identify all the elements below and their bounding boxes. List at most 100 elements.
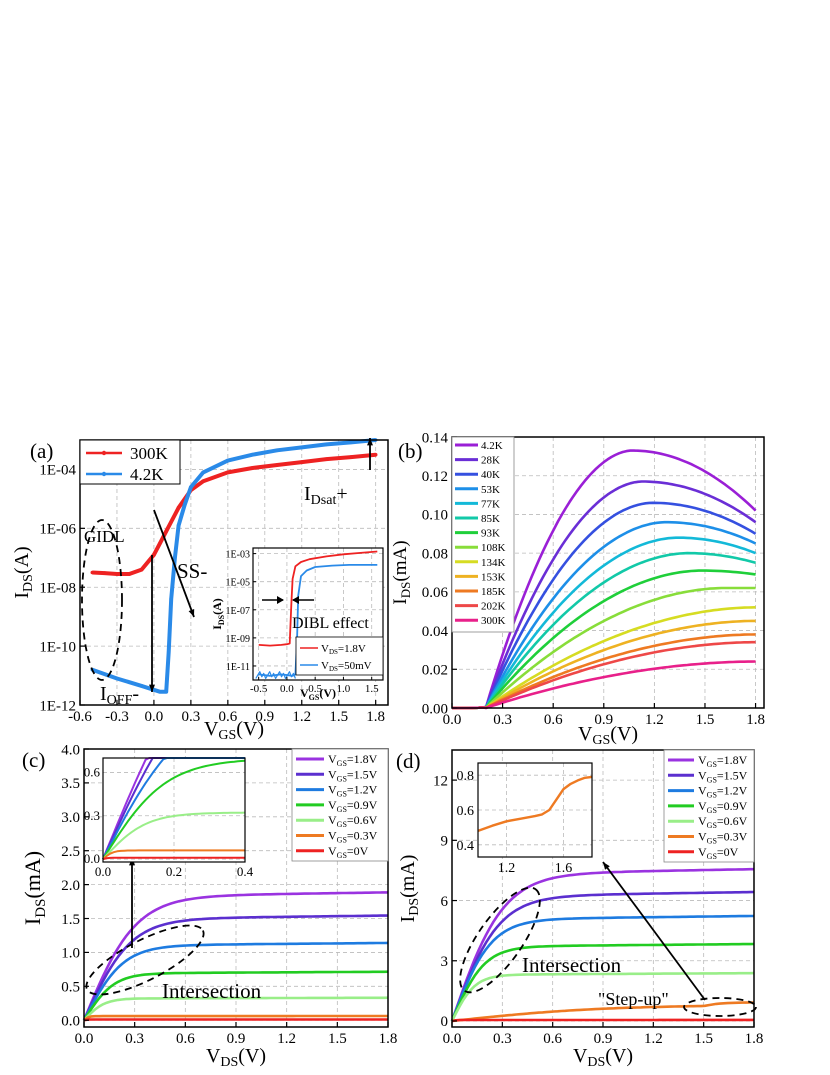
inset-series-VGS=0.3V <box>102 849 245 860</box>
x-tick-label: 0.0 <box>443 1031 462 1047</box>
legend-entry: VGS=0V <box>328 844 369 860</box>
x-tick-label: 1.8 <box>379 1031 398 1047</box>
x-tick-label: 1.2 <box>644 1031 663 1047</box>
series-VGS=0V <box>83 1018 388 1022</box>
legend-entry: 93K <box>481 528 500 540</box>
legend-entry: 108K <box>481 542 506 554</box>
legend-entry: 4.2K <box>481 440 503 452</box>
inset-frame <box>252 547 384 681</box>
annotation-ioff: IOFF- <box>100 683 139 708</box>
legend-entry: VGS=1.2V <box>698 784 748 800</box>
inset-x-tick-label: 0.5 <box>308 683 322 695</box>
x-tick-label: 0.6 <box>543 1031 562 1047</box>
series-VGS=0.3V <box>83 1014 388 1022</box>
inset-series-VGS=0.6V <box>102 811 246 860</box>
inset-x-tick-label: 0.0 <box>95 864 111 879</box>
inset-y-tick-label: 0.6 <box>84 764 101 779</box>
legend-entry: VGS=1.8V <box>328 752 378 768</box>
idsat-arrow-head <box>367 438 373 446</box>
data-point-300K <box>373 452 378 457</box>
x-tick-label: 0.3 <box>493 1031 512 1047</box>
panel-label: (c) <box>22 748 45 772</box>
inset-frame <box>477 762 593 858</box>
legend-marker <box>101 450 107 456</box>
annotation-intersection: Intersection <box>522 953 622 977</box>
annotation-intersection: Intersection <box>162 979 262 1003</box>
series-VGS=1.8V <box>82 891 388 1021</box>
data-point-300K <box>139 567 144 572</box>
data-point-4.2K <box>166 650 171 654</box>
ss-arrow <box>153 509 195 618</box>
series-93K <box>452 569 756 710</box>
legend-entry: 53K <box>481 484 500 496</box>
data-point-4.2K <box>139 684 144 688</box>
x-axis-label: VDS(V) <box>206 1045 266 1070</box>
y-tick-label: 1E-08 <box>39 580 76 596</box>
data-point-300K <box>349 455 353 459</box>
y-axis-label: IDS(A) <box>11 546 36 598</box>
series-40K <box>452 501 757 710</box>
inset-x-tick-label: 1.6 <box>555 861 573 876</box>
y-tick-label: 0.08 <box>422 546 448 562</box>
y-tick-label: 0.10 <box>422 508 448 524</box>
inset-x-tick-label: 1.2 <box>498 861 516 876</box>
legend-entry: 300K <box>130 444 169 463</box>
y-tick-label: 0.00 <box>422 701 448 717</box>
x-tick-label: 0.9 <box>227 1031 246 1047</box>
panel-a-frame <box>79 439 389 706</box>
data-point-4.2K <box>250 452 255 457</box>
y-tick-label: 4.0 <box>61 742 80 758</box>
x-tick-label: 1.5 <box>328 1031 347 1047</box>
inset-y-tick-label: 0.8 <box>457 769 475 784</box>
data-point-300K <box>201 479 205 484</box>
annotation-idsat: IDsat+ <box>304 483 348 508</box>
panel-label: (b) <box>398 439 423 463</box>
y-tick-label: 1.5 <box>61 912 80 928</box>
inset-y-tick-label: 0.3 <box>84 808 100 823</box>
step-up-arrow-head <box>603 862 610 870</box>
legend-entry: VGS=0.3V <box>698 830 748 846</box>
series-VGS=0.9V <box>82 970 389 1021</box>
y-tick-label: 2.5 <box>61 844 80 860</box>
series-77K <box>452 536 757 710</box>
series-VGS=1.2V <box>82 941 389 1021</box>
data-point-4.2K <box>189 485 193 489</box>
dibl-arrow-left-head <box>277 596 284 604</box>
x-tick-label: 0.3 <box>182 709 201 725</box>
x-tick-label: -0.6 <box>68 709 92 725</box>
series-VGS=1.2V <box>450 914 754 1022</box>
y-tick-label: 0.02 <box>422 663 448 679</box>
data-point-4.2K <box>324 442 329 447</box>
y-tick-label: 2.0 <box>61 878 80 894</box>
panel-b: 0.0 0.3 0.6 0.9 1.2 1.5 1.8 0.00 0.02 0.04 0.06 0.0… <box>390 430 765 748</box>
inset-y-tick-label: 0.0 <box>84 851 100 866</box>
series-28K <box>452 480 757 710</box>
x-tick-label: 0.0 <box>75 1031 94 1047</box>
legend-marker <box>101 471 107 477</box>
legend-entry: VGS=1.5V <box>698 768 748 784</box>
inset-y-tick-label: 1E-03 <box>226 550 250 561</box>
series-4.2K <box>452 449 757 710</box>
inset-x-tick-label: 0.4 <box>237 864 254 879</box>
y-axis-label: IDS(mA) <box>397 855 422 923</box>
legend-entry: 300K <box>481 615 506 627</box>
data-point-4.2K <box>169 597 173 601</box>
panel-label: (a) <box>30 439 53 463</box>
data-point-4.2K <box>115 676 119 681</box>
inset-x-tick-label: 1.5 <box>365 683 379 695</box>
legend-entry: VGS=0.6V <box>698 814 748 830</box>
data-point-300K <box>176 505 181 510</box>
legend-entry: 85K <box>481 513 500 525</box>
data-point-300K <box>102 571 107 575</box>
inset-legend-box <box>295 636 384 676</box>
data-point-300K <box>115 572 119 576</box>
inset-x-tick-label: -0.5 <box>250 683 268 695</box>
legend-entry: 4.2K <box>130 465 164 484</box>
inset-y-tick-label: 0.4 <box>457 839 475 854</box>
legend-entry: VGS=0.9V <box>328 798 378 814</box>
data-point-4.2K <box>349 440 353 445</box>
legend-entry: 28K <box>481 455 500 467</box>
series-300K <box>452 660 756 710</box>
data-point-300K <box>275 463 279 467</box>
